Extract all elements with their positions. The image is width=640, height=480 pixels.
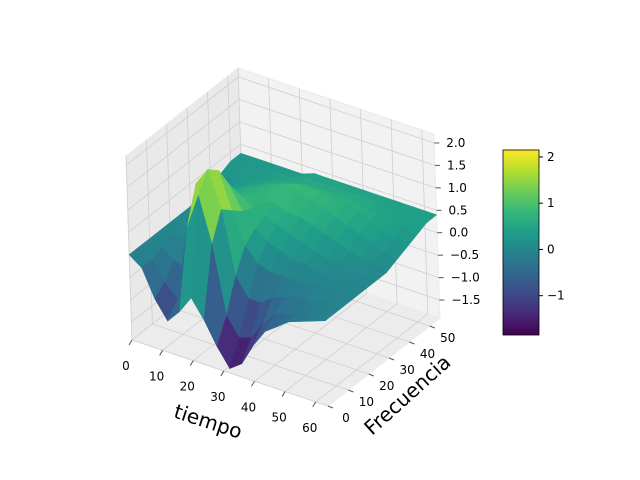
x-axis-label: tiempo	[171, 399, 245, 443]
y-tick-mark	[348, 389, 354, 393]
z-gridline	[127, 121, 436, 211]
z-gridline	[126, 98, 436, 188]
z-gridline	[128, 143, 437, 233]
z-tick-label: 0.5	[448, 203, 467, 217]
x-tick-mark	[128, 339, 133, 346]
z-tick-label: 0.0	[449, 226, 468, 240]
y-gridline	[146, 139, 349, 391]
x-tick-label: 40	[241, 400, 256, 414]
x-tick-label: 0	[122, 359, 130, 373]
x-gridline	[315, 129, 429, 403]
y-tick-label: 50	[440, 331, 455, 345]
surface-plot	[128, 152, 438, 370]
surface-facet	[312, 312, 337, 322]
x-gridline	[284, 119, 398, 392]
x-tick-mark	[189, 360, 194, 366]
x-tick-mark	[251, 380, 255, 387]
y-tick-mark	[409, 341, 415, 345]
x-tick-mark	[281, 391, 286, 397]
y-tick-mark	[368, 373, 374, 377]
z-tick-label: −0.5	[450, 248, 479, 262]
colorbar-gradient	[502, 149, 540, 336]
x-tick-label: 20	[180, 380, 195, 394]
x-tick-label: 50	[271, 411, 286, 425]
y-tick-label: 0	[342, 411, 350, 425]
z-tick-label: −1.5	[451, 293, 480, 307]
z-tick-label: 1.5	[447, 158, 466, 172]
x-tick-mark	[220, 370, 225, 377]
axes-ticks: 0 10 20 30 40 50 60 0 10 20 30 40 50 −1.5 −1.0 −0.5 0.0 0…	[122, 136, 480, 435]
z-gridline	[126, 76, 435, 166]
z-tick-label: 2.0	[446, 136, 465, 150]
colorbar-tick-label: 0	[547, 242, 555, 256]
colorbar-ticks: −1 0 1 2	[539, 150, 565, 303]
y-tick-mark	[388, 357, 395, 361]
x-tick-label: 60	[302, 421, 317, 435]
x-tick-label: 10	[149, 369, 164, 383]
z-tick-label: 1.0	[448, 181, 467, 195]
y-tick-mark	[429, 325, 436, 329]
y-tick-label: 20	[379, 379, 394, 393]
x-tick-mark	[159, 350, 164, 356]
x-gridline	[254, 109, 367, 382]
colorbar-tick-label: 1	[547, 196, 555, 210]
x-tick-mark	[312, 401, 317, 408]
colorbar-tick-label: 2	[547, 150, 555, 164]
y-tick-label: 10	[359, 395, 374, 409]
y-tick-label: 30	[399, 363, 414, 377]
colorbar-tick-label: −1	[547, 289, 565, 303]
z-tick-label: −1.0	[451, 271, 480, 285]
colorbar: −1 0 1 2	[502, 149, 565, 336]
y-tick-mark	[327, 405, 334, 409]
x-tick-label: 30	[210, 390, 225, 404]
y-tick-label: 40	[420, 347, 435, 361]
